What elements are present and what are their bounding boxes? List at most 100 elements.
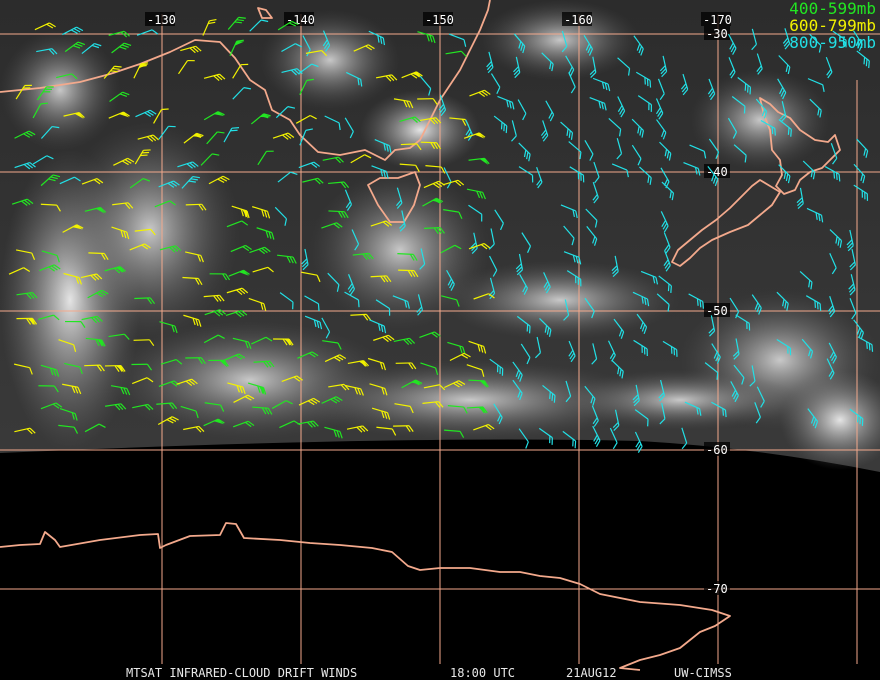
wind-barb xyxy=(727,117,738,139)
wind-barb xyxy=(806,207,824,223)
wind-barb xyxy=(322,156,344,164)
wind-barb xyxy=(281,375,303,382)
wind-barb xyxy=(515,253,524,276)
wind-barb xyxy=(728,57,736,79)
wind-barb xyxy=(466,406,488,414)
lat-label-70: -70 xyxy=(706,582,728,596)
wind-barb xyxy=(463,132,486,139)
wind-barb xyxy=(634,431,643,453)
wind-barb xyxy=(371,407,391,420)
wind-barb xyxy=(569,166,585,183)
wind-barb xyxy=(324,426,343,439)
wind-barb xyxy=(157,416,179,426)
wind-barb xyxy=(733,144,747,163)
wind-barb xyxy=(135,109,157,118)
wind-barb xyxy=(563,251,582,265)
wind-barb xyxy=(185,357,206,365)
wind-barb xyxy=(848,274,856,296)
wind-barb xyxy=(84,423,106,433)
wind-barb xyxy=(737,77,752,95)
caption-time: 18:00 UTC xyxy=(450,666,516,680)
wind-barb xyxy=(688,293,705,309)
wind-barb xyxy=(327,272,340,292)
wind-barb xyxy=(568,141,582,160)
wind-barb xyxy=(826,358,835,380)
wind-barb xyxy=(634,409,649,427)
wind-barb xyxy=(375,74,398,82)
wind-barb xyxy=(252,406,273,415)
wind-barb xyxy=(277,171,298,183)
wind-barb xyxy=(660,211,669,233)
wind-barb xyxy=(729,297,740,319)
antarctica-coast xyxy=(0,522,731,671)
wind-barb xyxy=(400,143,422,151)
wind-barb xyxy=(304,295,320,311)
wind-barb xyxy=(534,336,542,359)
wind-barb xyxy=(393,337,416,346)
wind-barb xyxy=(232,63,249,79)
wind-barb xyxy=(183,314,202,327)
wind-barb xyxy=(608,117,622,137)
lat-label-40: -40 xyxy=(706,165,728,179)
wind-barb xyxy=(441,295,460,307)
wind-barb xyxy=(568,340,576,363)
wind-barb xyxy=(393,425,414,433)
wind-barb xyxy=(108,333,130,340)
wind-barb xyxy=(159,245,182,253)
wind-barb xyxy=(518,142,531,162)
wind-barb xyxy=(256,227,275,240)
lon-label-130: -130 xyxy=(147,13,176,27)
wind-barb xyxy=(80,273,103,281)
wind-barb xyxy=(250,113,271,125)
wind-barb xyxy=(346,425,369,433)
wind-barb xyxy=(253,360,275,368)
wind-barb xyxy=(105,403,127,411)
wind-barb xyxy=(64,362,83,375)
wind-barb xyxy=(223,353,246,361)
wind-barb xyxy=(684,401,702,416)
wind-barb xyxy=(656,119,667,140)
wind-barb xyxy=(322,30,331,52)
wind-barb xyxy=(399,116,421,123)
lat-label-60: -60 xyxy=(706,443,728,457)
wind-barb xyxy=(299,78,314,95)
wind-barb xyxy=(708,315,716,337)
wind-barb xyxy=(469,89,491,98)
lat-lon-grid xyxy=(0,14,880,664)
wind-barb xyxy=(158,380,181,388)
wind-barb xyxy=(489,358,504,376)
wind-barb xyxy=(423,384,446,391)
wind-barb xyxy=(468,242,491,250)
wind-barb xyxy=(183,425,205,433)
wind-barb xyxy=(419,75,432,96)
caption-source: UW-CIMSS xyxy=(674,666,732,680)
wind-barb xyxy=(809,33,822,53)
wind-barb xyxy=(801,338,814,359)
wind-barb xyxy=(424,226,445,234)
wind-barb xyxy=(302,177,324,185)
wind-barb xyxy=(393,98,414,109)
wind-barb xyxy=(711,401,727,418)
wind-barb xyxy=(639,166,652,185)
wind-barb xyxy=(249,19,269,32)
wind-barb xyxy=(776,338,792,356)
wind-barb xyxy=(251,336,273,345)
wind-barb xyxy=(63,111,85,119)
wind-barb xyxy=(108,111,130,119)
wind-barb xyxy=(203,111,225,121)
wind-barb xyxy=(351,229,360,251)
wind-barb xyxy=(778,119,792,137)
wind-barb xyxy=(568,72,576,94)
wind-barb xyxy=(40,203,61,212)
wind-barb xyxy=(346,71,363,87)
wind-barb xyxy=(805,295,822,311)
wind-barb xyxy=(252,206,271,219)
wind-barb xyxy=(419,248,426,270)
wind-barb xyxy=(663,232,671,254)
wind-barb xyxy=(443,209,463,219)
wind-barb xyxy=(591,343,598,365)
wind-barb xyxy=(203,334,225,344)
wind-barb xyxy=(301,271,321,283)
wind-barb xyxy=(589,96,607,111)
